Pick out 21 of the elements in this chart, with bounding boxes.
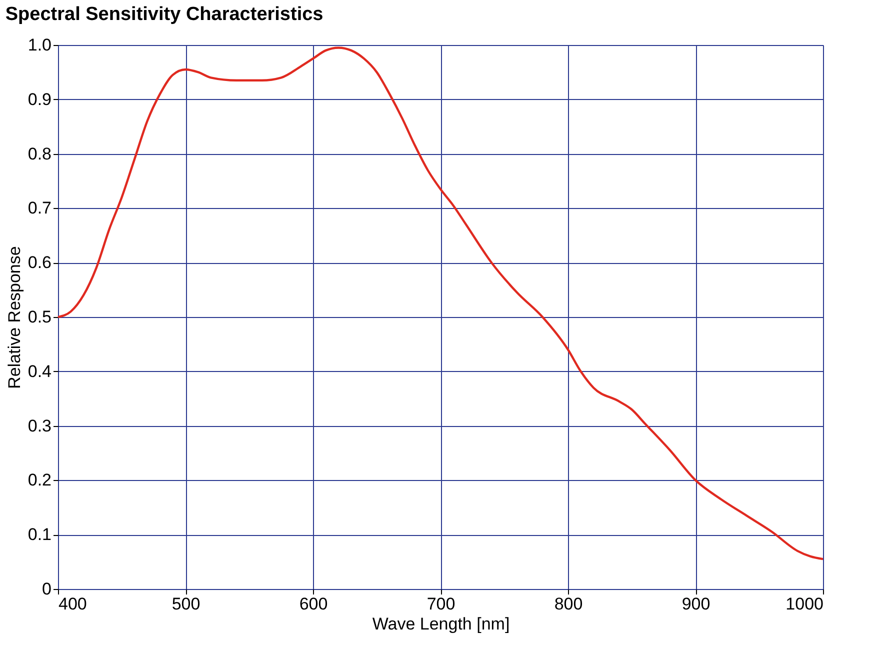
y-tick-label: 0.9 [28, 90, 52, 109]
y-tick-label: 0.4 [28, 362, 52, 381]
x-tick-label: 800 [554, 594, 583, 614]
x-tick-label: 400 [58, 594, 87, 614]
y-tick-label: 0.1 [28, 525, 52, 544]
y-tick-label: 0.7 [28, 198, 52, 218]
x-tick-label: 900 [682, 594, 710, 614]
x-axis-title: Wave Length [nm] [372, 614, 510, 634]
y-tick-label: 1.0 [28, 36, 52, 54]
x-tick-label: 1000 [786, 594, 824, 614]
x-tick-label: 700 [426, 594, 456, 614]
y-tick-label: 0.8 [28, 144, 52, 164]
y-tick-label: 0.6 [28, 253, 52, 272]
y-tick-label: 0.2 [28, 470, 52, 490]
y-tick-label: 0 [42, 580, 52, 598]
y-tick-label: 0.5 [28, 308, 52, 326]
x-tick-label: 500 [172, 594, 200, 614]
x-tick-label: 600 [299, 594, 328, 614]
y-axis-title: Relative Response [4, 246, 24, 389]
chart-title: Spectral Sensitivity Characteristics [5, 4, 324, 25]
y-tick-label: 0.3 [28, 416, 52, 436]
